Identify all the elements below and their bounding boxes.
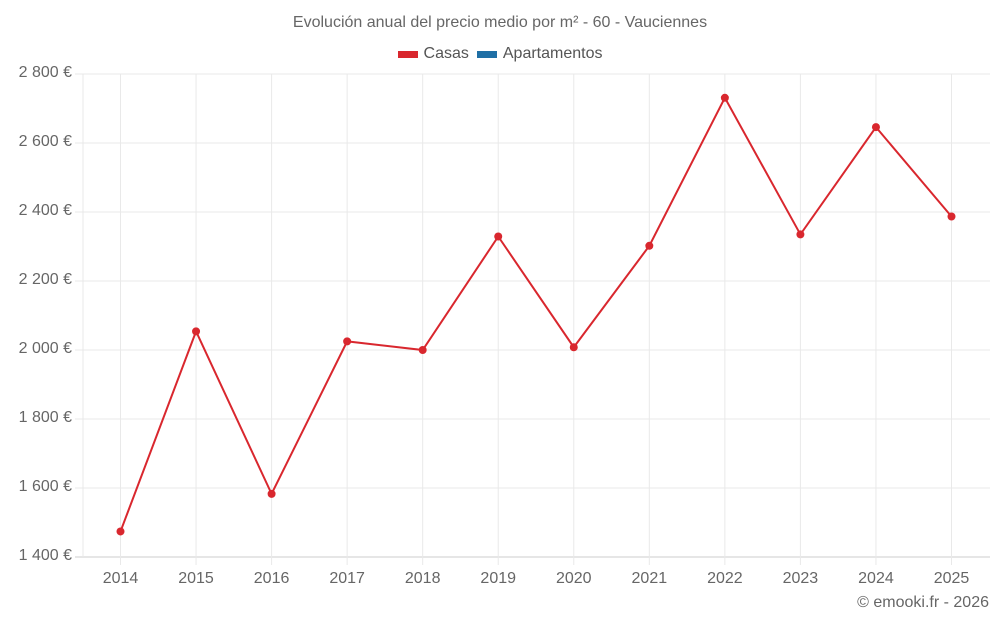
x-tick-label: 2020 xyxy=(555,570,592,587)
y-tick-label: 1 400 € xyxy=(18,547,72,564)
x-tick-label: 2025 xyxy=(933,570,970,587)
legend-swatch-casas xyxy=(397,50,418,58)
chart-title: Evolución anual del precio medio por m² … xyxy=(292,14,708,31)
legend-label-apartamentos: Apartamentos xyxy=(502,45,603,62)
y-tick-label: 2 000 € xyxy=(18,340,72,357)
x-tick-label: 2024 xyxy=(858,570,894,587)
y-tick-label: 2 800 € xyxy=(18,64,72,81)
legend: Casas Apartamentos xyxy=(0,45,1000,63)
data-point[interactable] xyxy=(871,123,880,132)
x-tick-label: 2019 xyxy=(480,570,517,587)
data-point[interactable] xyxy=(494,232,503,241)
credit: © emooki.fr - 2026 xyxy=(857,594,989,611)
legend-swatch-apartamentos xyxy=(476,50,497,58)
x-tick-label: 2021 xyxy=(631,570,668,587)
data-point[interactable] xyxy=(645,241,654,250)
data-point[interactable] xyxy=(720,93,729,102)
y-tick-label: 2 400 € xyxy=(18,202,72,219)
data-point[interactable] xyxy=(418,346,427,354)
x-tick-label: 2022 xyxy=(707,570,743,587)
data-point[interactable] xyxy=(569,343,578,352)
x-tick-label: 2017 xyxy=(329,570,365,587)
data-point[interactable] xyxy=(796,230,805,239)
y-tick-label: 1 800 € xyxy=(18,409,72,426)
data-point[interactable] xyxy=(343,337,352,346)
legend-item-apartamentos[interactable]: Apartamentos xyxy=(476,45,603,63)
legend-label-casas: Casas xyxy=(423,45,469,62)
x-tick-label: 2016 xyxy=(253,570,290,587)
x-tick-label: 2018 xyxy=(404,570,441,587)
legend-item-casas[interactable]: Casas xyxy=(397,45,469,63)
data-point[interactable] xyxy=(116,527,125,536)
y-tick-label: 2 200 € xyxy=(18,271,72,288)
y-tick-label: 1 600 € xyxy=(18,478,72,495)
x-tick-label: 2014 xyxy=(102,570,139,587)
data-point[interactable] xyxy=(267,489,276,498)
x-tick-label: 2023 xyxy=(782,570,819,587)
series-line-casas xyxy=(119,95,953,532)
data-point[interactable] xyxy=(947,212,956,221)
data-point[interactable] xyxy=(192,327,201,336)
x-tick-label: 2015 xyxy=(178,570,214,587)
y-tick-label: 2 600 € xyxy=(18,133,72,150)
